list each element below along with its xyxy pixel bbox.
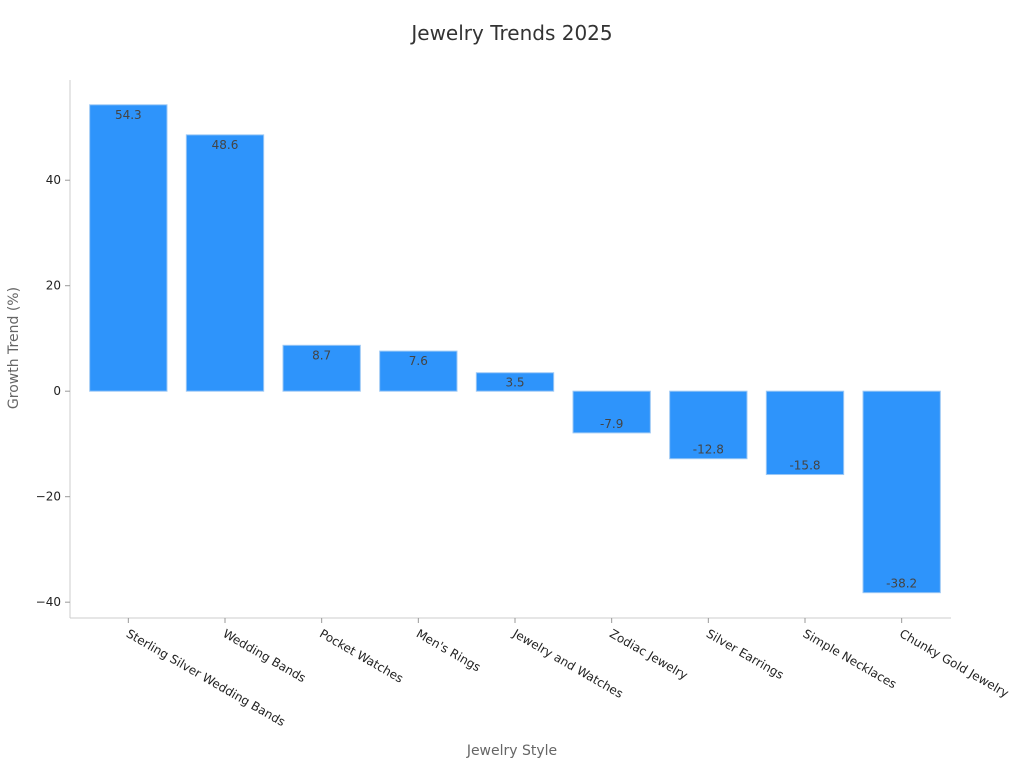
- x-tick-label: Chunky Gold Jewelry: [897, 626, 1011, 700]
- y-tick-label: 40: [46, 173, 61, 187]
- bar: [572, 390, 651, 434]
- y-tick-label: −20: [36, 490, 61, 504]
- bar-value-label: 48.6: [212, 138, 239, 152]
- bar-value-label: 7.6: [409, 354, 428, 368]
- bar: [862, 390, 941, 594]
- bar: [379, 350, 458, 392]
- x-tick-label: Silver Earrings: [704, 626, 786, 682]
- bar: [89, 104, 168, 392]
- x-tick-label: Men's Rings: [414, 626, 483, 674]
- y-axis-label: Growth Trend (%): [6, 287, 22, 409]
- plot-area: −40 −20 0 20 40 54.3 Sterling Silver Wedding B…: [36, 80, 1011, 729]
- y-tick-label: −40: [36, 595, 61, 609]
- x-axis-label: Jewelry Style: [466, 743, 557, 759]
- bar: [475, 372, 555, 392]
- x-tick-label: Sterling Silver Wedding Bands: [124, 626, 288, 729]
- bar-value-label: -15.8: [789, 459, 820, 473]
- bar-value-label: 3.5: [505, 376, 524, 390]
- y-tick-label: 0: [53, 384, 61, 398]
- bar-value-label: -38.2: [886, 577, 917, 591]
- bar-value-label: -7.9: [600, 417, 623, 431]
- bar: [282, 344, 361, 392]
- x-tick-label: Wedding Bands: [221, 626, 309, 685]
- bar-value-label: 8.7: [312, 348, 331, 362]
- bar: [765, 390, 845, 476]
- bar-value-label: 54.3: [115, 108, 142, 122]
- bar: [185, 134, 265, 392]
- chart-title: Jewelry Trends 2025: [409, 21, 612, 45]
- x-tick-label: Pocket Watches: [317, 626, 406, 685]
- bar-value-label: -12.8: [693, 443, 724, 457]
- bar: [669, 390, 748, 460]
- y-tick-label: 20: [46, 279, 61, 293]
- x-tick-label: Zodiac Jewelry: [607, 626, 690, 682]
- x-tick-label: Simple Necklaces: [801, 626, 899, 691]
